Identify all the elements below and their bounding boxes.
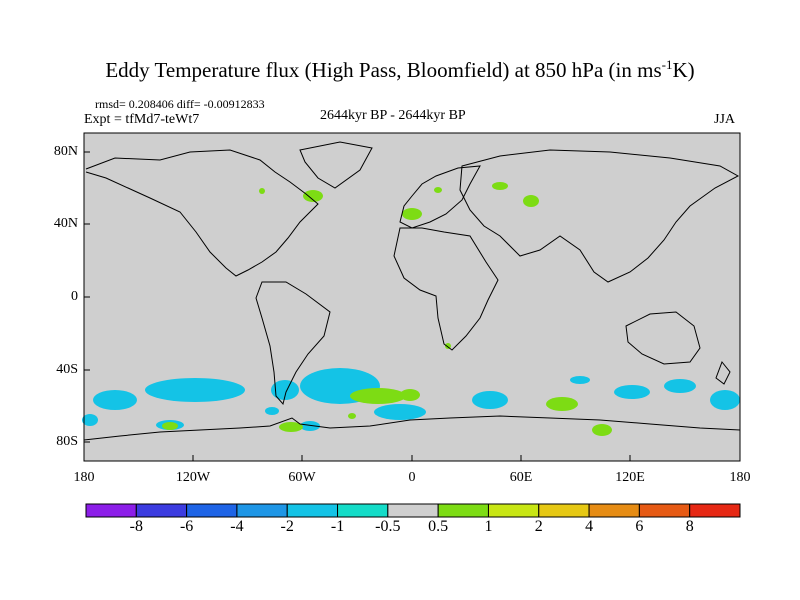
coast-new-zealand	[715, 361, 731, 385]
lat-label-80s: 80S	[56, 434, 78, 449]
anomaly-patch	[82, 414, 98, 426]
anomaly-patch	[162, 422, 178, 430]
colorbar-box	[286, 503, 339, 518]
colorbar-label: -4	[230, 518, 244, 535]
anomaly-patch	[402, 208, 422, 220]
anomaly-patch	[710, 390, 740, 410]
coastlines	[83, 141, 741, 441]
lat-label-40n: 40N	[53, 216, 78, 231]
positive-anomaly-patches	[162, 182, 612, 436]
colorbar-label: 2	[534, 518, 543, 535]
lon-label-120w: 120W	[175, 470, 211, 485]
coast-north-america	[85, 149, 319, 277]
colorbar-box	[487, 503, 540, 518]
colorbar-label: -2	[280, 518, 294, 535]
colorbar-box	[236, 503, 288, 518]
anomaly-patch	[546, 397, 578, 411]
lon-label-60w: 60W	[288, 470, 316, 485]
colorbar-label: -0.5	[375, 518, 401, 535]
colorbar-label: 6	[635, 518, 644, 535]
lat-label-0: 0	[71, 289, 78, 304]
colorbar-box	[387, 503, 439, 518]
colorbar-label: -6	[179, 518, 194, 535]
anomaly-patch	[592, 424, 612, 436]
colorbar-box	[689, 503, 741, 518]
anomaly-patch	[350, 388, 406, 404]
anomaly-patch	[303, 190, 323, 202]
anomaly-patch	[279, 422, 303, 432]
coast-australia	[625, 311, 701, 365]
anomaly-patch	[523, 195, 539, 207]
stats-line: rmsd= 0.208406 diff= -0.00912833	[95, 97, 265, 111]
colorbar-label: 0.5	[428, 518, 449, 535]
anomaly-patch	[374, 404, 426, 420]
coast-south-america	[255, 281, 331, 406]
anomaly-patch	[145, 378, 245, 402]
colorbar-label: -8	[129, 518, 143, 535]
colorbar-box	[538, 503, 590, 518]
coast-asia	[459, 149, 740, 283]
negative-anomaly-patches	[82, 368, 740, 431]
colorbar-label: 8	[685, 518, 694, 535]
colorbar-label: 4	[585, 518, 594, 535]
lat-label-40s: 40S	[56, 362, 78, 377]
coast-africa	[393, 227, 499, 351]
season-label: JJA	[714, 112, 736, 127]
anomaly-patch	[492, 182, 508, 190]
colorbar-box	[135, 503, 188, 518]
lon-label-0: 0	[408, 470, 416, 485]
colorbar-label: 1	[484, 518, 493, 535]
colorbar-box	[638, 503, 691, 518]
experiment-label: Expt = tfMd7-teWt7	[84, 112, 200, 127]
coast-europe	[399, 165, 481, 229]
coast-greenland	[299, 141, 373, 189]
colorbar-box	[85, 503, 137, 518]
anomaly-patch	[265, 407, 279, 415]
anomaly-patch	[348, 413, 356, 419]
map-panel	[82, 132, 741, 462]
chart-title: Eddy Temperature flux (High Pass, Bloomf…	[105, 57, 695, 82]
coast-antarctica	[83, 415, 741, 441]
lon-label-180e: 180	[729, 470, 751, 485]
colorbar-box	[186, 503, 238, 518]
colorbar-box	[337, 503, 389, 518]
colorbar-box	[437, 503, 489, 518]
anomaly-patch	[445, 343, 451, 349]
anomaly-patch	[259, 188, 265, 194]
colorbar-box	[588, 503, 640, 518]
anomaly-patch	[664, 379, 696, 393]
lat-label-80n: 80N	[53, 144, 78, 159]
period-label: 2644kyr BP - 2644kyr BP	[320, 108, 466, 123]
colorbar-label: -1	[330, 518, 345, 535]
anomaly-patch	[434, 187, 442, 193]
anomaly-patch	[472, 391, 508, 409]
anomaly-patch	[614, 385, 650, 399]
lon-label-180w: 180	[73, 470, 95, 485]
lon-label-120e: 120E	[615, 470, 645, 485]
axis-ticks	[83, 151, 741, 461]
anomaly-patch	[400, 389, 420, 401]
lon-label-60e: 60E	[509, 470, 533, 485]
colorbar	[85, 503, 741, 518]
anomaly-patch	[300, 421, 320, 431]
anomaly-patch	[271, 380, 299, 400]
anomaly-patch	[570, 376, 590, 384]
anomaly-patch	[93, 390, 137, 410]
